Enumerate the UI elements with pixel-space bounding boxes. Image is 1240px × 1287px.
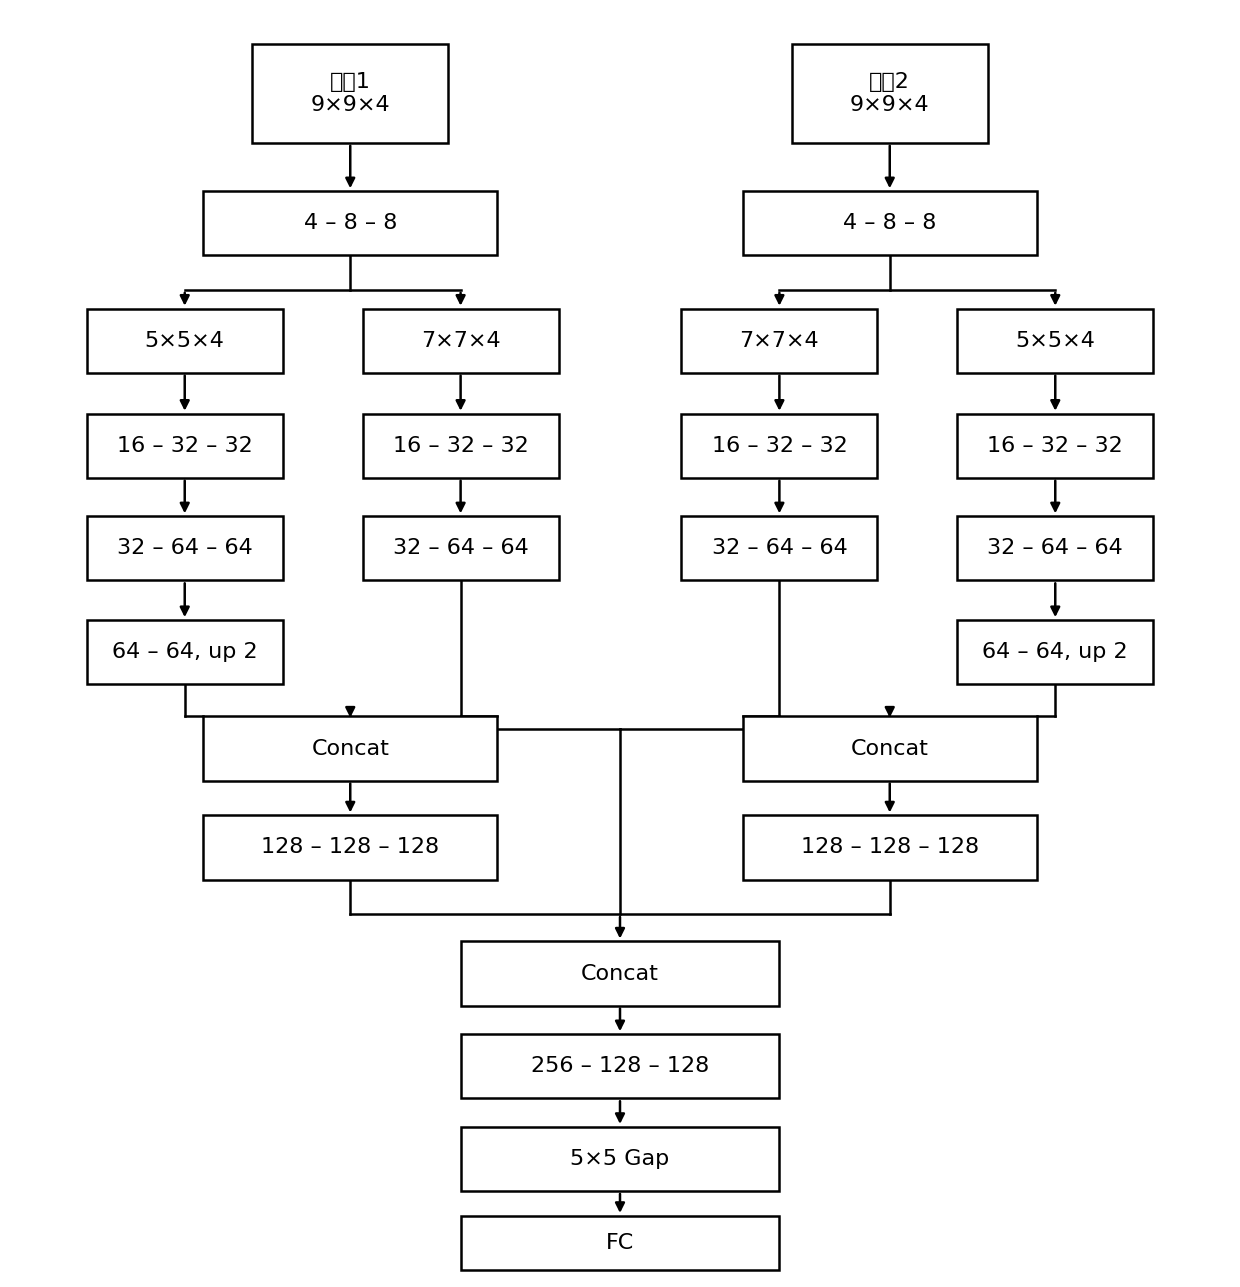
- Text: 4 – 8 – 8: 4 – 8 – 8: [843, 214, 936, 233]
- Text: 64 – 64, up 2: 64 – 64, up 2: [112, 642, 258, 662]
- FancyBboxPatch shape: [743, 815, 1037, 879]
- Text: Concat: Concat: [851, 739, 929, 758]
- Text: 7×7×4: 7×7×4: [739, 331, 820, 350]
- Text: 输入1
9×9×4: 输入1 9×9×4: [310, 72, 391, 115]
- FancyBboxPatch shape: [203, 717, 497, 781]
- Text: 5×5×4: 5×5×4: [1016, 331, 1095, 350]
- FancyBboxPatch shape: [791, 44, 988, 143]
- FancyBboxPatch shape: [362, 516, 559, 580]
- Text: 128 – 128 – 128: 128 – 128 – 128: [262, 838, 439, 857]
- Text: 64 – 64, up 2: 64 – 64, up 2: [982, 642, 1128, 662]
- FancyBboxPatch shape: [681, 516, 878, 580]
- FancyBboxPatch shape: [460, 1216, 780, 1270]
- Text: 32 – 64 – 64: 32 – 64 – 64: [712, 538, 847, 559]
- FancyBboxPatch shape: [362, 413, 559, 477]
- Text: 256 – 128 – 128: 256 – 128 – 128: [531, 1057, 709, 1076]
- FancyBboxPatch shape: [460, 1127, 780, 1190]
- FancyBboxPatch shape: [460, 941, 780, 1005]
- FancyBboxPatch shape: [362, 309, 559, 373]
- FancyBboxPatch shape: [87, 620, 283, 685]
- FancyBboxPatch shape: [87, 516, 283, 580]
- Text: 32 – 64 – 64: 32 – 64 – 64: [393, 538, 528, 559]
- FancyBboxPatch shape: [203, 815, 497, 879]
- Text: 128 – 128 – 128: 128 – 128 – 128: [801, 838, 978, 857]
- FancyBboxPatch shape: [743, 190, 1037, 255]
- FancyBboxPatch shape: [681, 413, 878, 477]
- Text: 32 – 64 – 64: 32 – 64 – 64: [987, 538, 1123, 559]
- Text: 16 – 32 – 32: 16 – 32 – 32: [117, 436, 253, 456]
- Text: 5×5×4: 5×5×4: [145, 331, 224, 350]
- FancyBboxPatch shape: [252, 44, 449, 143]
- FancyBboxPatch shape: [957, 413, 1153, 477]
- Text: 5×5 Gap: 5×5 Gap: [570, 1149, 670, 1169]
- Text: Concat: Concat: [582, 964, 658, 983]
- Text: 4 – 8 – 8: 4 – 8 – 8: [304, 214, 397, 233]
- Text: FC: FC: [606, 1233, 634, 1254]
- FancyBboxPatch shape: [460, 1033, 780, 1098]
- FancyBboxPatch shape: [957, 620, 1153, 685]
- Text: 16 – 32 – 32: 16 – 32 – 32: [987, 436, 1123, 456]
- FancyBboxPatch shape: [743, 717, 1037, 781]
- Text: 32 – 64 – 64: 32 – 64 – 64: [117, 538, 253, 559]
- FancyBboxPatch shape: [87, 309, 283, 373]
- FancyBboxPatch shape: [957, 516, 1153, 580]
- Text: 7×7×4: 7×7×4: [420, 331, 501, 350]
- FancyBboxPatch shape: [681, 309, 878, 373]
- FancyBboxPatch shape: [957, 309, 1153, 373]
- Text: 输入2
9×9×4: 输入2 9×9×4: [849, 72, 930, 115]
- Text: 16 – 32 – 32: 16 – 32 – 32: [393, 436, 528, 456]
- Text: Concat: Concat: [311, 739, 389, 758]
- Text: 16 – 32 – 32: 16 – 32 – 32: [712, 436, 847, 456]
- FancyBboxPatch shape: [203, 190, 497, 255]
- FancyBboxPatch shape: [87, 413, 283, 477]
